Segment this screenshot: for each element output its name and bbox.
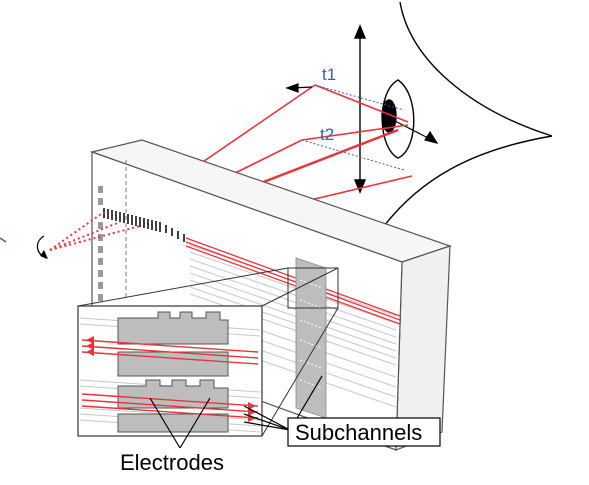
input-pads: [98, 186, 103, 301]
channel-lines: [189, 244, 397, 408]
label-t1: t1: [322, 65, 336, 84]
zoom-connectors: [77, 267, 339, 437]
electrodes-label: Electrodes: [120, 450, 224, 475]
vertical-scan-arrow: [353, 24, 367, 194]
left-edge-mark: [0, 237, 7, 243]
electrodes-in-inset: [117, 311, 229, 433]
pupil: [381, 99, 397, 133]
active-channels: [185, 237, 401, 325]
inset-arrowheads: [86, 336, 256, 422]
eye-upper-lid: [399, 1, 553, 137]
input-beams: [49, 211, 141, 251]
grating-ticks: [103, 208, 185, 242]
subchannels-label: Subchannels: [295, 420, 422, 445]
rotation-arrowhead-icon: [40, 250, 48, 259]
beam-direction-arrow: [285, 83, 313, 93]
zoom-inset: [77, 305, 263, 437]
eye-lens: [381, 79, 415, 159]
eye-illustration: [381, 1, 553, 227]
electrodes-callout-lines: [149, 397, 211, 449]
time-guides: [301, 84, 405, 171]
eye-lower-lid: [383, 135, 553, 227]
inset-red-channels: [81, 339, 259, 419]
horizontal-arrow: [394, 120, 439, 144]
zoom-highlight-box: [287, 267, 339, 309]
subchannels-label-box: [287, 417, 441, 447]
label-t2: t2: [320, 125, 334, 144]
